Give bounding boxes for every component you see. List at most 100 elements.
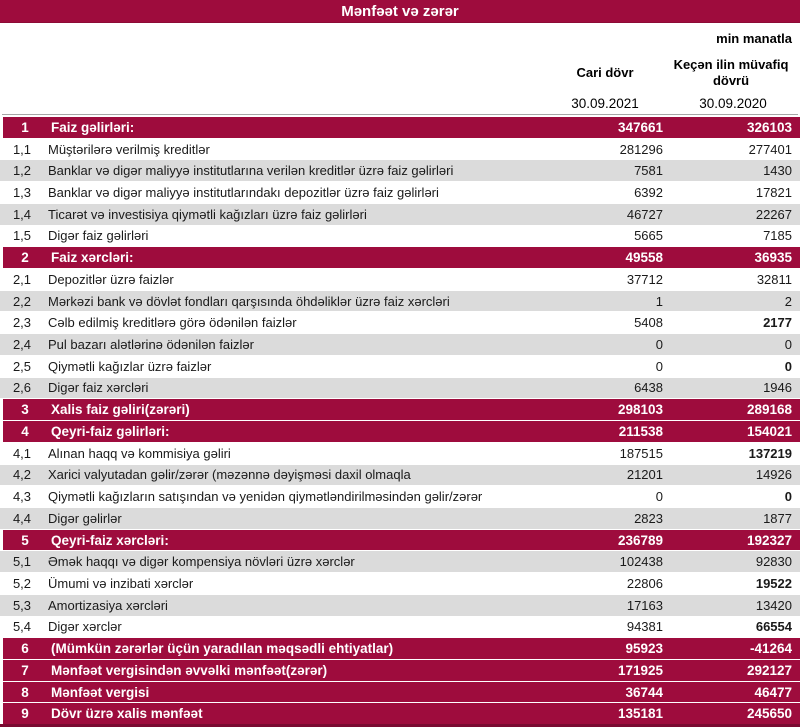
row-value-previous: 277401 — [748, 141, 792, 157]
row-number: 5,2 — [12, 575, 32, 591]
row-value-current: 171925 — [617, 662, 663, 678]
row-label: Əmək haqqı və digər kompensiya növləri ü… — [48, 554, 355, 570]
table-row: 4 Qeyri-faiz gəlirləri: 211538 154021 — [0, 420, 800, 442]
row-value-previous: 36935 — [754, 250, 792, 266]
table-row: 6 (Mümkün zərərlər üçün yaradılan məqsəd… — [0, 637, 800, 659]
unit-note: min manatla — [716, 31, 792, 46]
row-value-current: 22806 — [626, 575, 663, 591]
row-value-previous: 14926 — [755, 467, 792, 483]
row-value-previous: 2177 — [763, 315, 792, 331]
table-row: 5,2 Ümumi və inzibati xərclər 22806 1952… — [0, 572, 800, 594]
table-row: 4,2 Xarici valyutadan gəlir/zərər (məzən… — [0, 463, 800, 486]
row-value-current: 236789 — [617, 532, 663, 548]
row-value-previous: 32811 — [756, 271, 792, 287]
row-number: 2,4 — [12, 337, 32, 353]
row-value-previous: 289168 — [746, 402, 792, 418]
row-value-current: 187515 — [619, 445, 663, 461]
row-number: 2,2 — [12, 293, 32, 309]
column-date-previous: 30.09.2020 — [699, 96, 767, 111]
row-label: Banklar və digər maliyyə institutlarına … — [48, 163, 454, 179]
row-number: 5,3 — [12, 597, 32, 613]
row-value-current: 347661 — [617, 119, 663, 135]
row-label: Digər gəlirlər — [48, 510, 122, 526]
row-value-current: 6392 — [634, 185, 663, 201]
row-label: Mərkəzi bank və dövlət fondları qarşısın… — [48, 293, 450, 309]
row-value-current: 135181 — [617, 706, 663, 722]
row-value-current: 37712 — [626, 271, 663, 287]
row-number: 1,4 — [12, 206, 32, 222]
header-gap — [0, 115, 800, 117]
row-value-previous: 137219 — [748, 445, 792, 461]
row-label: Depozitlər üzrə faizlər — [48, 271, 174, 287]
table-row: 1,1 Müştərilərə verilmiş kreditlər 28129… — [0, 137, 800, 160]
table-row: 2,6 Digər faiz xərcləri 6438 1946 — [0, 376, 800, 399]
row-value-previous: 22267 — [755, 206, 792, 222]
row-value-current: 211538 — [618, 423, 663, 439]
table-row: 2,5 Qiymətli kağızlar üzrə faizlər 0 0 — [0, 354, 800, 377]
table-row: 1,3 Banklar və digər maliyyə institutlar… — [0, 181, 800, 203]
row-number: 1,5 — [12, 228, 32, 244]
row-value-current: 46727 — [626, 206, 663, 222]
row-number: 1,2 — [12, 163, 32, 179]
row-label: Banklar və digər maliyyə institutlarında… — [48, 185, 439, 201]
row-value-current: 0 — [655, 489, 663, 505]
row-value-previous: 1430 — [763, 163, 792, 179]
row-value-current: 17163 — [626, 597, 663, 613]
row-number: 5,1 — [12, 554, 32, 570]
row-label: Pul bazarı alətlərinə ödənilən faizlər — [48, 337, 254, 353]
row-number: 7 — [21, 662, 29, 678]
row-value-current: 5665 — [634, 228, 663, 244]
row-value-previous: 0 — [784, 337, 792, 353]
table-row: 2,2 Mərkəzi bank və dövlət fondları qarş… — [0, 289, 800, 312]
table-row: 9 Dövr üzrə xalis mənfəət 135181 245650 — [0, 702, 800, 725]
row-number: 2,5 — [12, 358, 32, 374]
row-value-current: 102438 — [619, 554, 663, 570]
row-number: 2 — [21, 250, 29, 266]
row-value-previous: 66554 — [755, 619, 792, 635]
row-value-previous: 92830 — [755, 554, 792, 570]
row-value-previous: 245650 — [746, 706, 792, 722]
row-number: 8 — [21, 684, 29, 700]
row-value-current: 49558 — [625, 250, 663, 266]
row-number: 2,3 — [12, 315, 32, 331]
row-value-previous: 17821 — [755, 185, 792, 201]
row-value-current: 21201 — [626, 467, 663, 483]
report-title-bar: Mənfəət və zərər — [0, 0, 800, 23]
row-value-current: 36744 — [625, 684, 663, 700]
row-number: 5,4 — [12, 619, 32, 635]
table-row: 2,3 Cəlb edilmiş kreditlərə görə ödənilə… — [0, 311, 800, 334]
row-value-previous: 19522 — [755, 575, 792, 591]
row-value-current: 281296 — [619, 141, 663, 157]
row-label: Qiymətli kağızların satışından və yenidə… — [48, 489, 483, 505]
row-number: 4,3 — [12, 489, 32, 505]
table-row: 7 Mənfəət vergisindən əvvəlki mənfəət(zə… — [0, 658, 800, 681]
row-label: Digər faiz gəlirləri — [48, 228, 149, 244]
table-row: 1,5 Digər faiz gəlirləri 5665 7185 — [0, 224, 800, 247]
row-value-current: 95923 — [625, 641, 663, 657]
row-label: (Mümkün zərərlər üçün yaradılan məqsədli… — [51, 641, 394, 657]
row-value-current: 7581 — [634, 163, 663, 179]
row-value-previous: -41264 — [749, 641, 792, 657]
table-row: 4,3 Qiymətli kağızların satışından və ye… — [0, 485, 800, 507]
row-label: Ticarət və investisiya qiymətli kağızlar… — [48, 206, 367, 222]
profit-loss-table: 1 Faiz gəlirləri: 347661 326103 1,1 Müşt… — [0, 117, 800, 727]
row-value-current: 0 — [655, 358, 663, 374]
row-value-previous: 0 — [784, 358, 792, 374]
row-number: 4,4 — [12, 510, 32, 526]
row-number: 3 — [21, 402, 29, 418]
table-row: 8 Mənfəət vergisi 36744 46477 — [0, 680, 800, 703]
row-number: 9 — [21, 706, 29, 722]
column-header-previous: Keçən ilin müvafiq dövrü — [673, 56, 789, 88]
row-label: Xalis faiz gəliri(zərəri) — [51, 402, 190, 418]
header-separator-line — [2, 114, 798, 115]
row-label: Mənfəət vergisi — [51, 684, 150, 700]
row-value-previous: 1877 — [763, 510, 792, 526]
table-row: 4,1 Alınan haqq və kommisiya gəliri 1875… — [0, 441, 800, 464]
page-title: Mənfəət və zərər — [341, 2, 459, 20]
table-row: 1,2 Banklar və digər maliyyə institutlar… — [0, 159, 800, 182]
row-label: Cəlb edilmiş kreditlərə görə ödənilən fa… — [48, 315, 297, 331]
row-value-previous: 13420 — [755, 597, 792, 613]
row-label: Alınan haqq və kommisiya gəliri — [48, 445, 231, 461]
row-value-current: 298103 — [617, 402, 663, 418]
row-value-previous: 0 — [784, 489, 792, 505]
